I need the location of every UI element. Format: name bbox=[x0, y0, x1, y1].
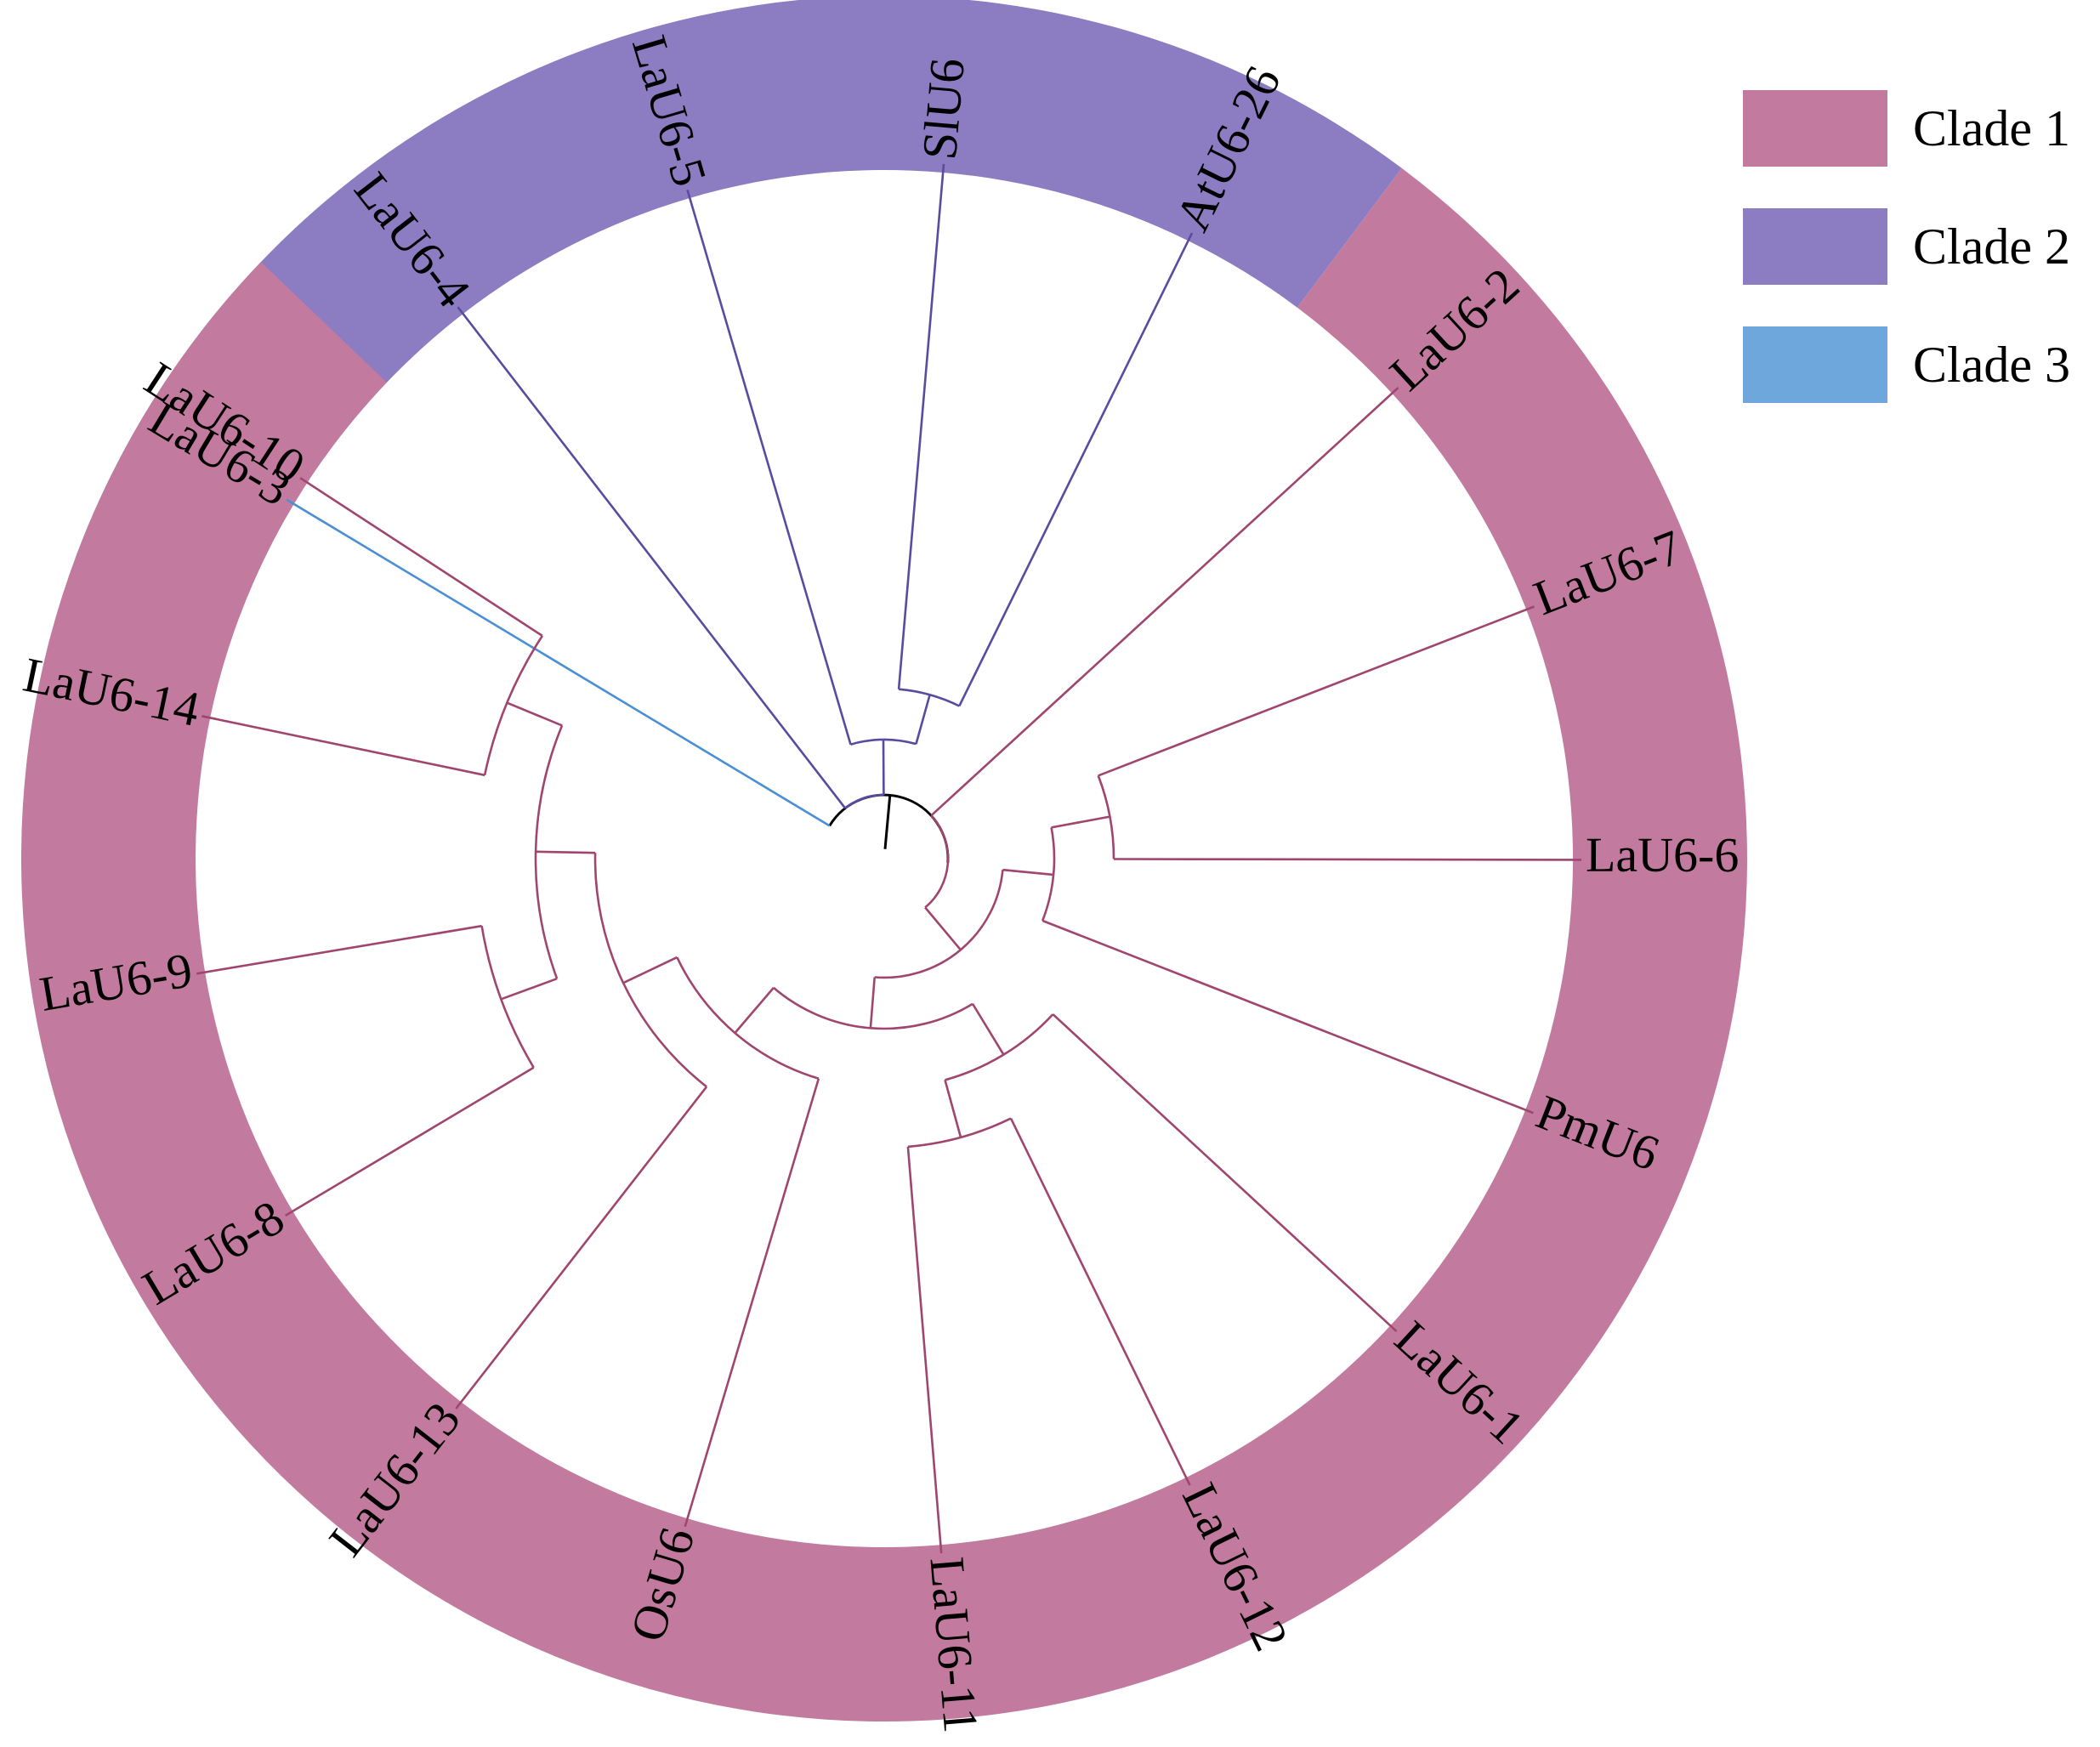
legend-item-clade-3: Clade 3 bbox=[1743, 326, 2070, 404]
branch-to-osu6 bbox=[684, 1078, 820, 1528]
legend-swatch-clade-3 bbox=[1743, 326, 1887, 403]
clade-bands bbox=[20, 0, 1747, 1722]
branch-radial-17 bbox=[971, 1003, 1005, 1056]
leaf-label-lau6-6: LaU6-6 bbox=[1586, 827, 1739, 882]
clade-band-1-segment-2 bbox=[20, 167, 1747, 1722]
branch-radial-25 bbox=[536, 850, 596, 854]
branch-arc-28 bbox=[480, 925, 535, 1069]
branch-to-lau6-1 bbox=[1052, 1013, 1398, 1333]
legend-label-clade-3: Clade 3 bbox=[1913, 336, 2070, 393]
branch-arc-24 bbox=[593, 853, 707, 1088]
branch-to-lau6-6 bbox=[1113, 858, 1582, 861]
branch-radial-13 bbox=[1051, 815, 1110, 829]
branch-arc-16 bbox=[773, 986, 973, 1030]
legend-swatch-clade-1 bbox=[1743, 90, 1887, 167]
branch-arc-8 bbox=[924, 814, 950, 909]
branch-to-lau6-4 bbox=[457, 306, 847, 809]
branch-to-lau6-13 bbox=[455, 1086, 708, 1410]
branch-radial-9 bbox=[924, 906, 962, 951]
branch-to-atu6-26 bbox=[958, 232, 1194, 707]
branch-arc-12 bbox=[1041, 827, 1056, 922]
branch-radial-11 bbox=[1002, 868, 1054, 876]
leaf-label-slu6: SlU6 bbox=[911, 56, 975, 162]
branch-arc-6 bbox=[898, 688, 960, 707]
legend-label-clade-2: Clade 2 bbox=[1913, 218, 2070, 275]
branch-to-lau6-14 bbox=[201, 715, 485, 777]
branch-to-lau6-9 bbox=[196, 924, 482, 975]
branch-to-lau6-3 bbox=[286, 498, 831, 827]
branch-radial-19 bbox=[944, 1080, 962, 1138]
branch-to-lau6-5 bbox=[686, 190, 852, 746]
branch-arc-20 bbox=[907, 1117, 1012, 1149]
branch-radial-21 bbox=[734, 987, 775, 1034]
clade-band-2-segment-1 bbox=[239, 0, 1402, 401]
branch-radial-15 bbox=[869, 977, 876, 1029]
legend: Clade 1 Clade 2 Clade 3 bbox=[1743, 89, 2070, 444]
branch-arc-30 bbox=[483, 635, 543, 776]
branch-to-lau6-10 bbox=[299, 477, 543, 637]
branch-to-pmu6 bbox=[1041, 919, 1534, 1115]
branch-radial-5 bbox=[915, 694, 931, 745]
branch-to-lau6-12 bbox=[1009, 1118, 1191, 1486]
branch-radial-23 bbox=[622, 956, 678, 984]
branch-radial-27 bbox=[500, 977, 558, 1001]
branch-arc-4 bbox=[850, 738, 917, 746]
branch-radial-29 bbox=[506, 701, 563, 727]
branch-to-lau6-8 bbox=[285, 1066, 535, 1217]
legend-item-clade-2: Clade 2 bbox=[1743, 207, 2070, 286]
branch-to-lau6-2 bbox=[930, 387, 1399, 817]
legend-item-clade-1: Clade 1 bbox=[1743, 89, 2070, 167]
root-stem bbox=[883, 795, 892, 849]
branch-to-slu6 bbox=[897, 163, 945, 689]
branch-arc-22 bbox=[676, 956, 820, 1080]
legend-label-clade-1: Clade 1 bbox=[1913, 99, 2070, 156]
branch-arc-10 bbox=[874, 870, 1004, 979]
branch-to-lau6-11 bbox=[906, 1146, 943, 1554]
branch-to-lau6-7 bbox=[1098, 605, 1535, 777]
branch-arc-2 bbox=[844, 793, 884, 809]
branch-arc-26 bbox=[534, 724, 564, 979]
legend-swatch-clade-2 bbox=[1743, 208, 1887, 285]
branch-arc-18 bbox=[945, 1013, 1054, 1081]
branch-arc-14 bbox=[1097, 774, 1115, 859]
tree-branches bbox=[196, 163, 1582, 1554]
